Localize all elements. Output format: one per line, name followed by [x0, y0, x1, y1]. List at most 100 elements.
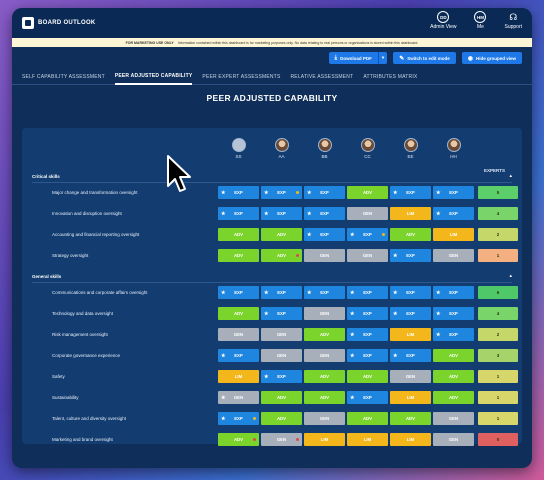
capability-cell[interactable]: ADV: [390, 228, 431, 241]
capability-cell[interactable]: LIM: [390, 328, 431, 341]
star-icon: ★: [264, 189, 269, 196]
capability-cell[interactable]: ★ EXP: [347, 307, 388, 320]
capability-cell[interactable]: ★ EXP: [304, 207, 345, 220]
capability-cell[interactable]: ADV: [218, 249, 259, 262]
capability-cell[interactable]: ADV: [433, 349, 474, 362]
capability-cell[interactable]: ADV: [304, 328, 345, 341]
capability-cell[interactable]: ADV: [347, 186, 388, 199]
collapse-section-icon[interactable]: ▴: [509, 173, 512, 179]
capability-cell[interactable]: LIM: [390, 207, 431, 220]
director-header[interactable]: CC: [358, 138, 378, 159]
tab-relative-assessment[interactable]: RELATIVE ASSESSMENT: [290, 73, 354, 80]
capability-cell[interactable]: ADV: [433, 370, 474, 383]
capability-cell[interactable]: GEN: [304, 412, 345, 425]
capability-cell[interactable]: GEN: [347, 207, 388, 220]
capability-cell[interactable]: GEN: [433, 412, 474, 425]
capability-cell[interactable]: ★ EXP: [218, 186, 259, 199]
capability-cell[interactable]: ★ EXP: [261, 370, 302, 383]
star-icon: ★: [350, 231, 355, 238]
capability-cell[interactable]: ★ EXP: [390, 286, 431, 299]
edit-mode-button[interactable]: ✎ Switch to edit mode: [393, 52, 456, 64]
brand-logo[interactable]: BOARD OUTLOOK: [22, 17, 96, 29]
capability-cell[interactable]: ADV: [218, 228, 259, 241]
capability-cell[interactable]: ★ EXP: [433, 207, 474, 220]
download-options-button[interactable]: ▾: [377, 52, 388, 64]
capability-cell[interactable]: ★ EXP: [433, 186, 474, 199]
director-header[interactable]: SS: [229, 138, 249, 159]
capability-cell[interactable]: ADV: [390, 412, 431, 425]
capability-cell[interactable]: GEN: [390, 370, 431, 383]
capability-cell[interactable]: ADV: [218, 307, 259, 320]
capability-cell[interactable]: ★ EXP: [304, 228, 345, 241]
capability-level: EXP: [320, 211, 329, 216]
capability-cell[interactable]: GEN: [433, 433, 474, 446]
capability-cell[interactable]: ★ EXP: [347, 286, 388, 299]
support-link[interactable]: ☊ Support: [504, 11, 522, 31]
tab-attributes-matrix[interactable]: ATTRIBUTES MATRIX: [363, 73, 418, 80]
capability-cell[interactable]: ADV: [347, 370, 388, 383]
tab-self-capability-assessment[interactable]: SELF CAPABILITY ASSESSMENT: [22, 73, 105, 80]
capability-cell[interactable]: GEN: [261, 349, 302, 362]
capability-cell[interactable]: LIM: [390, 391, 431, 404]
capability-cell[interactable]: ★ EXP: [347, 349, 388, 362]
capability-cell[interactable]: LIM: [390, 433, 431, 446]
capability-cell[interactable]: GEN: [433, 249, 474, 262]
capability-cell[interactable]: ADV: [261, 412, 302, 425]
experts-column-header: EXPERTS: [484, 168, 506, 173]
collapse-section-icon[interactable]: ▴: [509, 273, 512, 279]
capability-cell[interactable]: GEN: [304, 349, 345, 362]
capability-cell[interactable]: GEN: [304, 249, 345, 262]
capability-cell[interactable]: ★ EXP: [433, 307, 474, 320]
capability-cell[interactable]: ★ EXP: [347, 391, 388, 404]
capability-cell[interactable]: GEN: [347, 249, 388, 262]
download-pdf-button[interactable]: ⤓ Download PDF: [328, 52, 378, 64]
director-header[interactable]: EE: [401, 138, 421, 159]
capability-cell[interactable]: ADV: [218, 433, 259, 446]
capability-cell[interactable]: GEN: [218, 328, 259, 341]
capability-cell[interactable]: ★ EXP: [390, 186, 431, 199]
capability-cell[interactable]: ★ EXP: [218, 207, 259, 220]
capability-cell[interactable]: ★ EXP: [218, 412, 259, 425]
capability-cell[interactable]: ★ EXP: [218, 349, 259, 362]
capability-cell[interactable]: ★ EXP: [347, 228, 388, 241]
capability-cell[interactable]: ★ EXP: [433, 286, 474, 299]
capability-cell[interactable]: ★ EXP: [261, 186, 302, 199]
capability-cell[interactable]: ★ EXP: [390, 349, 431, 362]
capability-cell[interactable]: ★ EXP: [304, 186, 345, 199]
capability-cell[interactable]: ADV: [347, 412, 388, 425]
director-header[interactable]: BB: [315, 138, 335, 159]
director-header[interactable]: AA: [272, 138, 292, 159]
capability-cell[interactable]: GEN: [261, 433, 302, 446]
capability-cell[interactable]: ★ EXP: [261, 286, 302, 299]
capability-cell[interactable]: ADV: [261, 228, 302, 241]
tab-peer-expert-assessments[interactable]: PEER EXPERT ASSESSMENTS: [202, 73, 281, 80]
experts-count: 4: [478, 207, 518, 220]
capability-cell[interactable]: ★ EXP: [390, 249, 431, 262]
capability-cell[interactable]: GEN: [304, 307, 345, 320]
capability-cell[interactable]: ADV: [261, 249, 302, 262]
tab-peer-adjusted-capability[interactable]: PEER ADJUSTED CAPABILITY: [114, 69, 193, 85]
capability-cell[interactable]: ★ EXP: [433, 328, 474, 341]
capability-cell[interactable]: ★ EXP: [390, 307, 431, 320]
capability-cell[interactable]: ★ EXP: [304, 286, 345, 299]
experts-count: 2: [478, 228, 518, 241]
capability-cell[interactable]: ★ EXP: [347, 328, 388, 341]
director-header[interactable]: HH: [444, 138, 464, 159]
star-icon: ★: [221, 210, 226, 217]
capability-cell[interactable]: LIM: [433, 228, 474, 241]
hide-grouped-view-button[interactable]: ◉ Hide grouped view: [461, 52, 522, 64]
capability-cell[interactable]: ★ EXP: [218, 286, 259, 299]
capability-cell[interactable]: ADV: [261, 391, 302, 404]
capability-cell[interactable]: LIM: [304, 433, 345, 446]
me-menu[interactable]: HM Me: [474, 11, 487, 30]
capability-cell[interactable]: LIM: [218, 370, 259, 383]
capability-cell[interactable]: ADV: [304, 370, 345, 383]
admin-view-menu[interactable]: DD Admin View: [430, 11, 456, 30]
capability-cell[interactable]: ★ EXP: [261, 307, 302, 320]
capability-cell[interactable]: LIM: [347, 433, 388, 446]
capability-cell[interactable]: ★ EXP: [261, 207, 302, 220]
capability-cell[interactable]: GEN: [261, 328, 302, 341]
capability-cell[interactable]: ADV: [304, 391, 345, 404]
capability-cell[interactable]: ★ GEN: [218, 391, 259, 404]
capability-cell[interactable]: ADV: [433, 391, 474, 404]
